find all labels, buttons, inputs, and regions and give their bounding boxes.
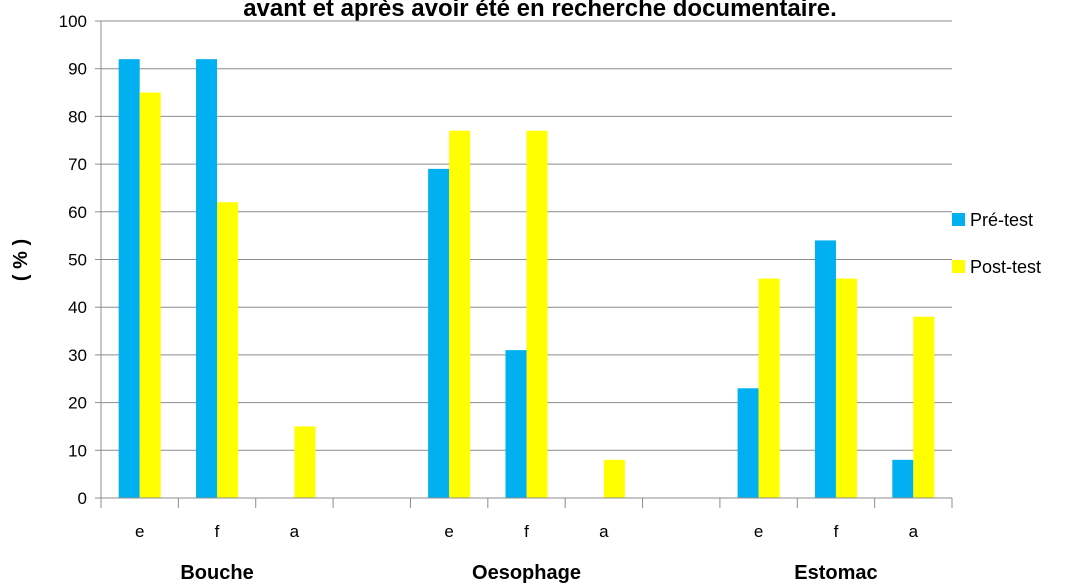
- y-tick-label-70: 70: [68, 155, 87, 174]
- chart-title: avant et après avoir été en recherche do…: [243, 0, 837, 22]
- x-tick-label-1: f: [215, 522, 220, 541]
- y-tick-label-40: 40: [68, 298, 87, 317]
- bar-pre-test-5: [505, 350, 527, 498]
- y-tick-label-60: 60: [68, 203, 87, 222]
- group-label-bouche: Bouche: [180, 562, 253, 584]
- y-tick-label-20: 20: [68, 394, 87, 413]
- y-tick-label-100: 100: [59, 12, 87, 31]
- bar-post-test-0: [139, 92, 161, 499]
- y-tick-label-10: 10: [68, 441, 87, 460]
- bar-pre-test-8: [737, 388, 759, 498]
- axes: [95, 20, 953, 508]
- bar-pre-test-4: [428, 168, 450, 498]
- bar-pre-test-10: [892, 459, 914, 498]
- x-tick-label-6: a: [599, 522, 609, 541]
- legend-label-1: Post-test: [970, 257, 1041, 277]
- bar-post-test-5: [526, 130, 548, 498]
- legend: Pré-test Post-test: [952, 210, 1041, 277]
- legend-swatch-1: [952, 260, 965, 273]
- bars: [118, 59, 935, 499]
- group-labels: Bouche Oesophage Estomac: [180, 562, 877, 584]
- bar-pre-test-1: [196, 59, 218, 498]
- legend-label-0: Pré-test: [970, 210, 1033, 230]
- bar-pre-test-0: [118, 59, 140, 498]
- x-tick-label-0: e: [135, 522, 144, 541]
- y-tick-label-50: 50: [68, 251, 87, 270]
- bar-post-test-9: [835, 278, 857, 498]
- x-tick-label-4: e: [444, 522, 453, 541]
- x-tick-label-2: a: [290, 522, 300, 541]
- x-tick-label-8: e: [754, 522, 763, 541]
- y-tick-label-0: 0: [78, 489, 87, 508]
- y-tick-labels: 0 10 20 30 40 50 60 70 80 90 100: [59, 12, 87, 508]
- bar-post-test-10: [913, 316, 935, 498]
- group-label-estomac: Estomac: [794, 562, 877, 584]
- bar-post-test-4: [449, 130, 471, 498]
- group-label-oesophage: Oesophage: [472, 562, 581, 584]
- y-tick-label-80: 80: [68, 107, 87, 126]
- x-tick-label-5: f: [524, 522, 529, 541]
- bar-post-test-6: [603, 459, 625, 498]
- y-tick-label-90: 90: [68, 60, 87, 79]
- bar-post-test-1: [217, 202, 239, 498]
- x-tick-label-10: a: [909, 522, 919, 541]
- x-tick-label-9: f: [834, 522, 839, 541]
- y-tick-label-30: 30: [68, 346, 87, 365]
- bar-pre-test-9: [814, 240, 836, 499]
- bar-post-test-2: [294, 426, 316, 498]
- y-axis-label: ( % ): [10, 239, 32, 281]
- bar-post-test-8: [758, 278, 780, 498]
- legend-swatch-0: [952, 213, 965, 226]
